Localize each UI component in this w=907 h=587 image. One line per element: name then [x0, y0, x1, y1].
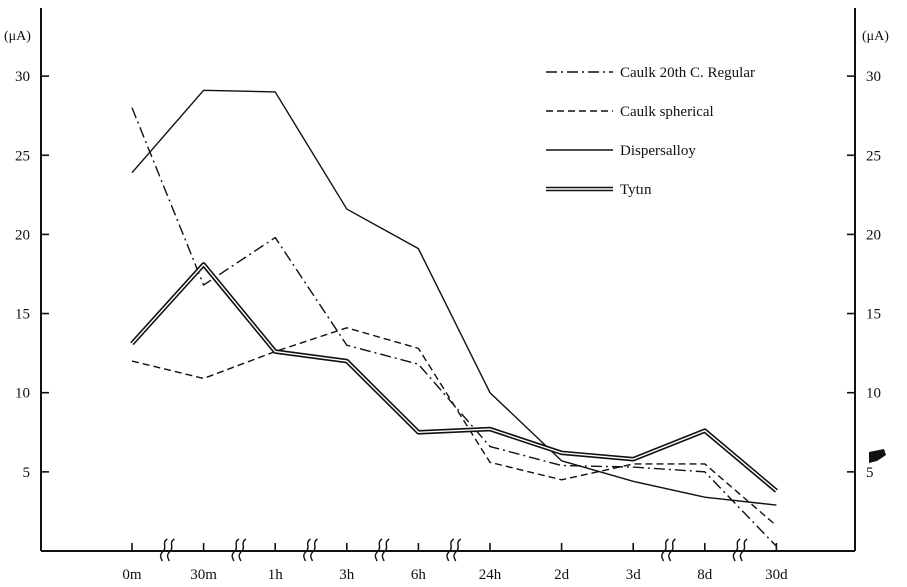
axis-break-mark	[374, 538, 383, 562]
axis-break-mark	[661, 538, 669, 562]
x-tick-label: 8d	[697, 567, 713, 583]
legend-entry: Caulk 20th C. Regular	[546, 65, 755, 81]
axis-break-mark	[310, 538, 318, 562]
series-line-outer	[130, 262, 778, 493]
x-tick-label: 30d	[765, 567, 788, 583]
x-tick-label: 24h	[479, 567, 502, 583]
y-tick-label-left: 5	[23, 465, 31, 481]
axis-break-mark	[668, 538, 676, 562]
series-line	[131, 89, 777, 506]
axis-break-mark	[381, 538, 390, 562]
axis-break-mark	[453, 538, 462, 562]
y-tick-label-right: 20	[866, 227, 881, 243]
x-ticks: 0m 30m 1h 3h 6h 24h 2d 3d 8d 30d	[122, 543, 788, 583]
legend: Caulk 20th C. Regular Caulk spherical Disp…	[546, 65, 755, 198]
y-tick-label-right: 10	[866, 386, 881, 402]
legend-label: Caulk 20th C. Regular	[620, 65, 755, 81]
x-tick-label: 30m	[190, 567, 217, 583]
right-axis-pointer-marker	[869, 449, 886, 463]
axis-break-mark	[739, 538, 748, 562]
axes	[40, 8, 856, 552]
series-4	[130, 262, 778, 493]
axis-break-mark	[238, 538, 247, 562]
y-tick-label-right: 25	[866, 148, 881, 164]
x-tick-label: 6h	[411, 567, 427, 583]
y-tick-label-left: 25	[15, 148, 30, 164]
series-line	[131, 327, 777, 527]
y-tick-label-right: 5	[866, 465, 874, 481]
legend-label: Dispersalloy	[620, 143, 696, 159]
x-tick-label: 2d	[554, 567, 570, 583]
axis-break-mark	[166, 538, 175, 562]
legend-entry: Dispersalloy	[546, 143, 696, 159]
axis-break-mark	[303, 538, 311, 562]
y-tick-label-left: 10	[15, 386, 30, 402]
legend-label: Caulk spherical	[620, 104, 714, 120]
legend-entry: Tytın	[546, 182, 652, 198]
legend-entry: Caulk spherical	[546, 104, 714, 120]
axis-break-mark	[732, 538, 741, 562]
series-2	[131, 327, 777, 527]
axis-breaks	[159, 538, 748, 562]
left-unit-label: (μA)	[4, 29, 31, 44]
y-tick-label-left: 20	[15, 227, 30, 243]
y-tick-label-left: 15	[15, 307, 30, 323]
right-unit-label: (μA)	[862, 29, 889, 44]
legend-label: Tytın	[620, 182, 652, 198]
series-line	[131, 107, 777, 547]
x-tick-label: 3h	[339, 567, 355, 583]
y-tick-label-left: 30	[15, 69, 30, 85]
x-tick-label: 0m	[122, 567, 142, 583]
axis-break-mark	[159, 538, 168, 562]
y-ticks: 5 5 10 10 15 15 20 20 25 25 30 30	[15, 69, 881, 481]
y-tick-label-right: 30	[866, 69, 881, 85]
x-tick-label: 1h	[268, 567, 284, 583]
y-tick-label-right: 15	[866, 307, 881, 323]
axis-break-mark	[231, 538, 240, 562]
axis-break-mark	[446, 538, 455, 562]
series-1	[131, 107, 777, 547]
series-3	[131, 89, 777, 506]
x-tick-label: 3d	[626, 567, 642, 583]
series-lines	[130, 89, 778, 547]
series-line-inner	[131, 263, 777, 492]
